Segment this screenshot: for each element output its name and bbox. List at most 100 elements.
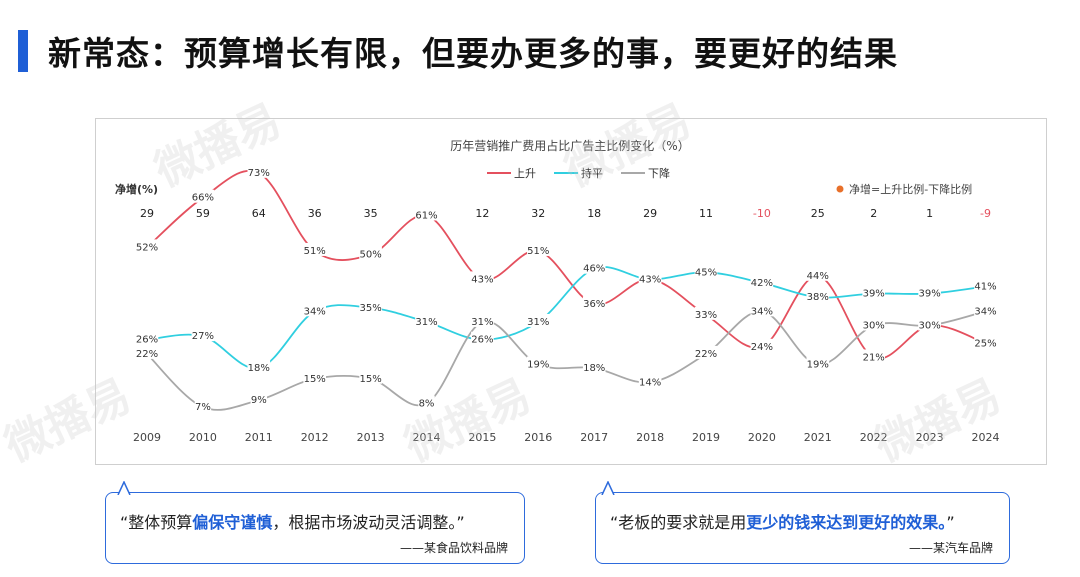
data-label-bg — [247, 360, 271, 374]
data-label-bg — [750, 303, 774, 317]
data-label-bg — [694, 264, 718, 278]
data-label: 15% — [359, 374, 381, 385]
data-label: 33% — [695, 310, 717, 321]
data-label: 14% — [639, 377, 661, 388]
data-label-bg — [974, 335, 997, 349]
net-value: 35 — [364, 207, 378, 220]
net-value: 64 — [252, 207, 266, 220]
series-line-1 — [146, 266, 986, 370]
net-value: -9 — [980, 207, 991, 220]
data-label-bg — [582, 296, 606, 310]
net-value: 36 — [308, 207, 322, 220]
data-label: 8% — [419, 399, 435, 410]
data-label-bg — [806, 356, 830, 370]
quote-pointer — [601, 481, 615, 495]
data-label: 34% — [974, 306, 996, 317]
title-accent-bar — [18, 30, 28, 72]
legend-label-2: 下降 — [648, 166, 670, 180]
data-label: 43% — [471, 274, 493, 285]
net-value: -10 — [753, 207, 771, 220]
quote-source: ——某汽车品牌 — [908, 541, 993, 555]
data-label: 52% — [136, 242, 158, 253]
data-label-bg — [638, 374, 662, 388]
data-label-bg — [694, 306, 718, 320]
data-label-bg — [303, 370, 326, 384]
data-label: 26% — [471, 335, 493, 346]
data-label-bg — [471, 313, 494, 327]
x-tick-label: 2024 — [972, 431, 1000, 444]
chart-title: 历年营销推广费用占比广告主比例变化（%） — [450, 138, 689, 153]
net-value: 29 — [140, 207, 154, 220]
data-label-bg — [918, 317, 941, 331]
net-value: 25 — [811, 207, 825, 220]
data-label-bg — [250, 392, 267, 406]
net-note: 净增=上升比例-下降比例 — [849, 182, 972, 196]
x-tick-label: 2013 — [357, 431, 385, 444]
data-label: 51% — [304, 246, 326, 257]
data-label: 34% — [304, 306, 326, 317]
data-label-bg — [471, 331, 494, 345]
data-label-bg — [862, 285, 885, 299]
data-label: 24% — [751, 342, 773, 353]
net-value: 12 — [475, 207, 489, 220]
data-label-bg — [527, 356, 550, 370]
data-label-bg — [303, 303, 326, 317]
data-label-bg — [359, 246, 382, 260]
data-label-bg — [359, 299, 382, 313]
x-tick-label: 2023 — [916, 431, 944, 444]
data-label: 51% — [527, 246, 549, 257]
data-label: 39% — [863, 289, 885, 300]
x-tick-label: 2010 — [189, 431, 217, 444]
data-label-bg — [415, 313, 438, 327]
net-label: 净增(%) — [115, 182, 158, 196]
data-label: 25% — [974, 338, 996, 349]
legend-label-0: 上升 — [514, 167, 536, 180]
data-label: 18% — [248, 363, 270, 374]
data-label-bg — [135, 239, 159, 253]
data-label: 19% — [807, 360, 829, 371]
data-label-bg — [582, 360, 606, 374]
data-label-bg — [750, 274, 774, 288]
data-label: 18% — [583, 363, 605, 374]
net-note-dot — [836, 185, 844, 193]
data-label: 73% — [248, 168, 270, 179]
data-label-bg — [303, 242, 326, 256]
data-label: 36% — [583, 299, 605, 310]
net-value: 29 — [643, 207, 657, 220]
data-label-bg — [806, 289, 830, 303]
x-tick-label: 2017 — [580, 431, 608, 444]
net-value: 18 — [587, 207, 601, 220]
data-label-bg — [247, 164, 271, 178]
data-label-bg — [527, 242, 550, 256]
data-label-bg — [527, 313, 550, 327]
x-tick-label: 2018 — [636, 431, 664, 444]
data-label-bg — [471, 271, 494, 285]
data-label-bg — [191, 189, 215, 203]
data-label-bg — [638, 271, 662, 285]
quote-highlight: 更少的钱来达到更好的效果。 — [746, 513, 947, 532]
x-tick-label: 2009 — [133, 431, 161, 444]
net-value: 2 — [870, 207, 877, 220]
x-tick-label: 2011 — [245, 431, 273, 444]
x-tick-label: 2021 — [804, 431, 832, 444]
data-label: 35% — [359, 303, 381, 314]
data-label: 26% — [136, 335, 158, 346]
data-label: 30% — [918, 321, 940, 332]
page-title: 新常态：预算增长有限，但要办更多的事，要更好的结果 — [48, 34, 898, 73]
series-line-0 — [146, 170, 986, 360]
x-tick-label: 2020 — [748, 431, 776, 444]
data-label-bg — [582, 260, 606, 274]
quote-source: ——某食品饮料品牌 — [399, 541, 508, 555]
legend-label-1: 持平 — [581, 166, 603, 180]
data-label-bg — [418, 395, 435, 409]
data-label-bg — [918, 285, 941, 299]
net-value: 1 — [926, 207, 933, 220]
x-tick-label: 2022 — [860, 431, 888, 444]
data-label: 15% — [304, 374, 326, 385]
data-label: 21% — [863, 352, 885, 363]
data-label: 22% — [695, 349, 717, 360]
x-tick-label: 2012 — [301, 431, 329, 444]
x-tick-label: 2016 — [524, 431, 552, 444]
data-label: 31% — [415, 317, 437, 328]
